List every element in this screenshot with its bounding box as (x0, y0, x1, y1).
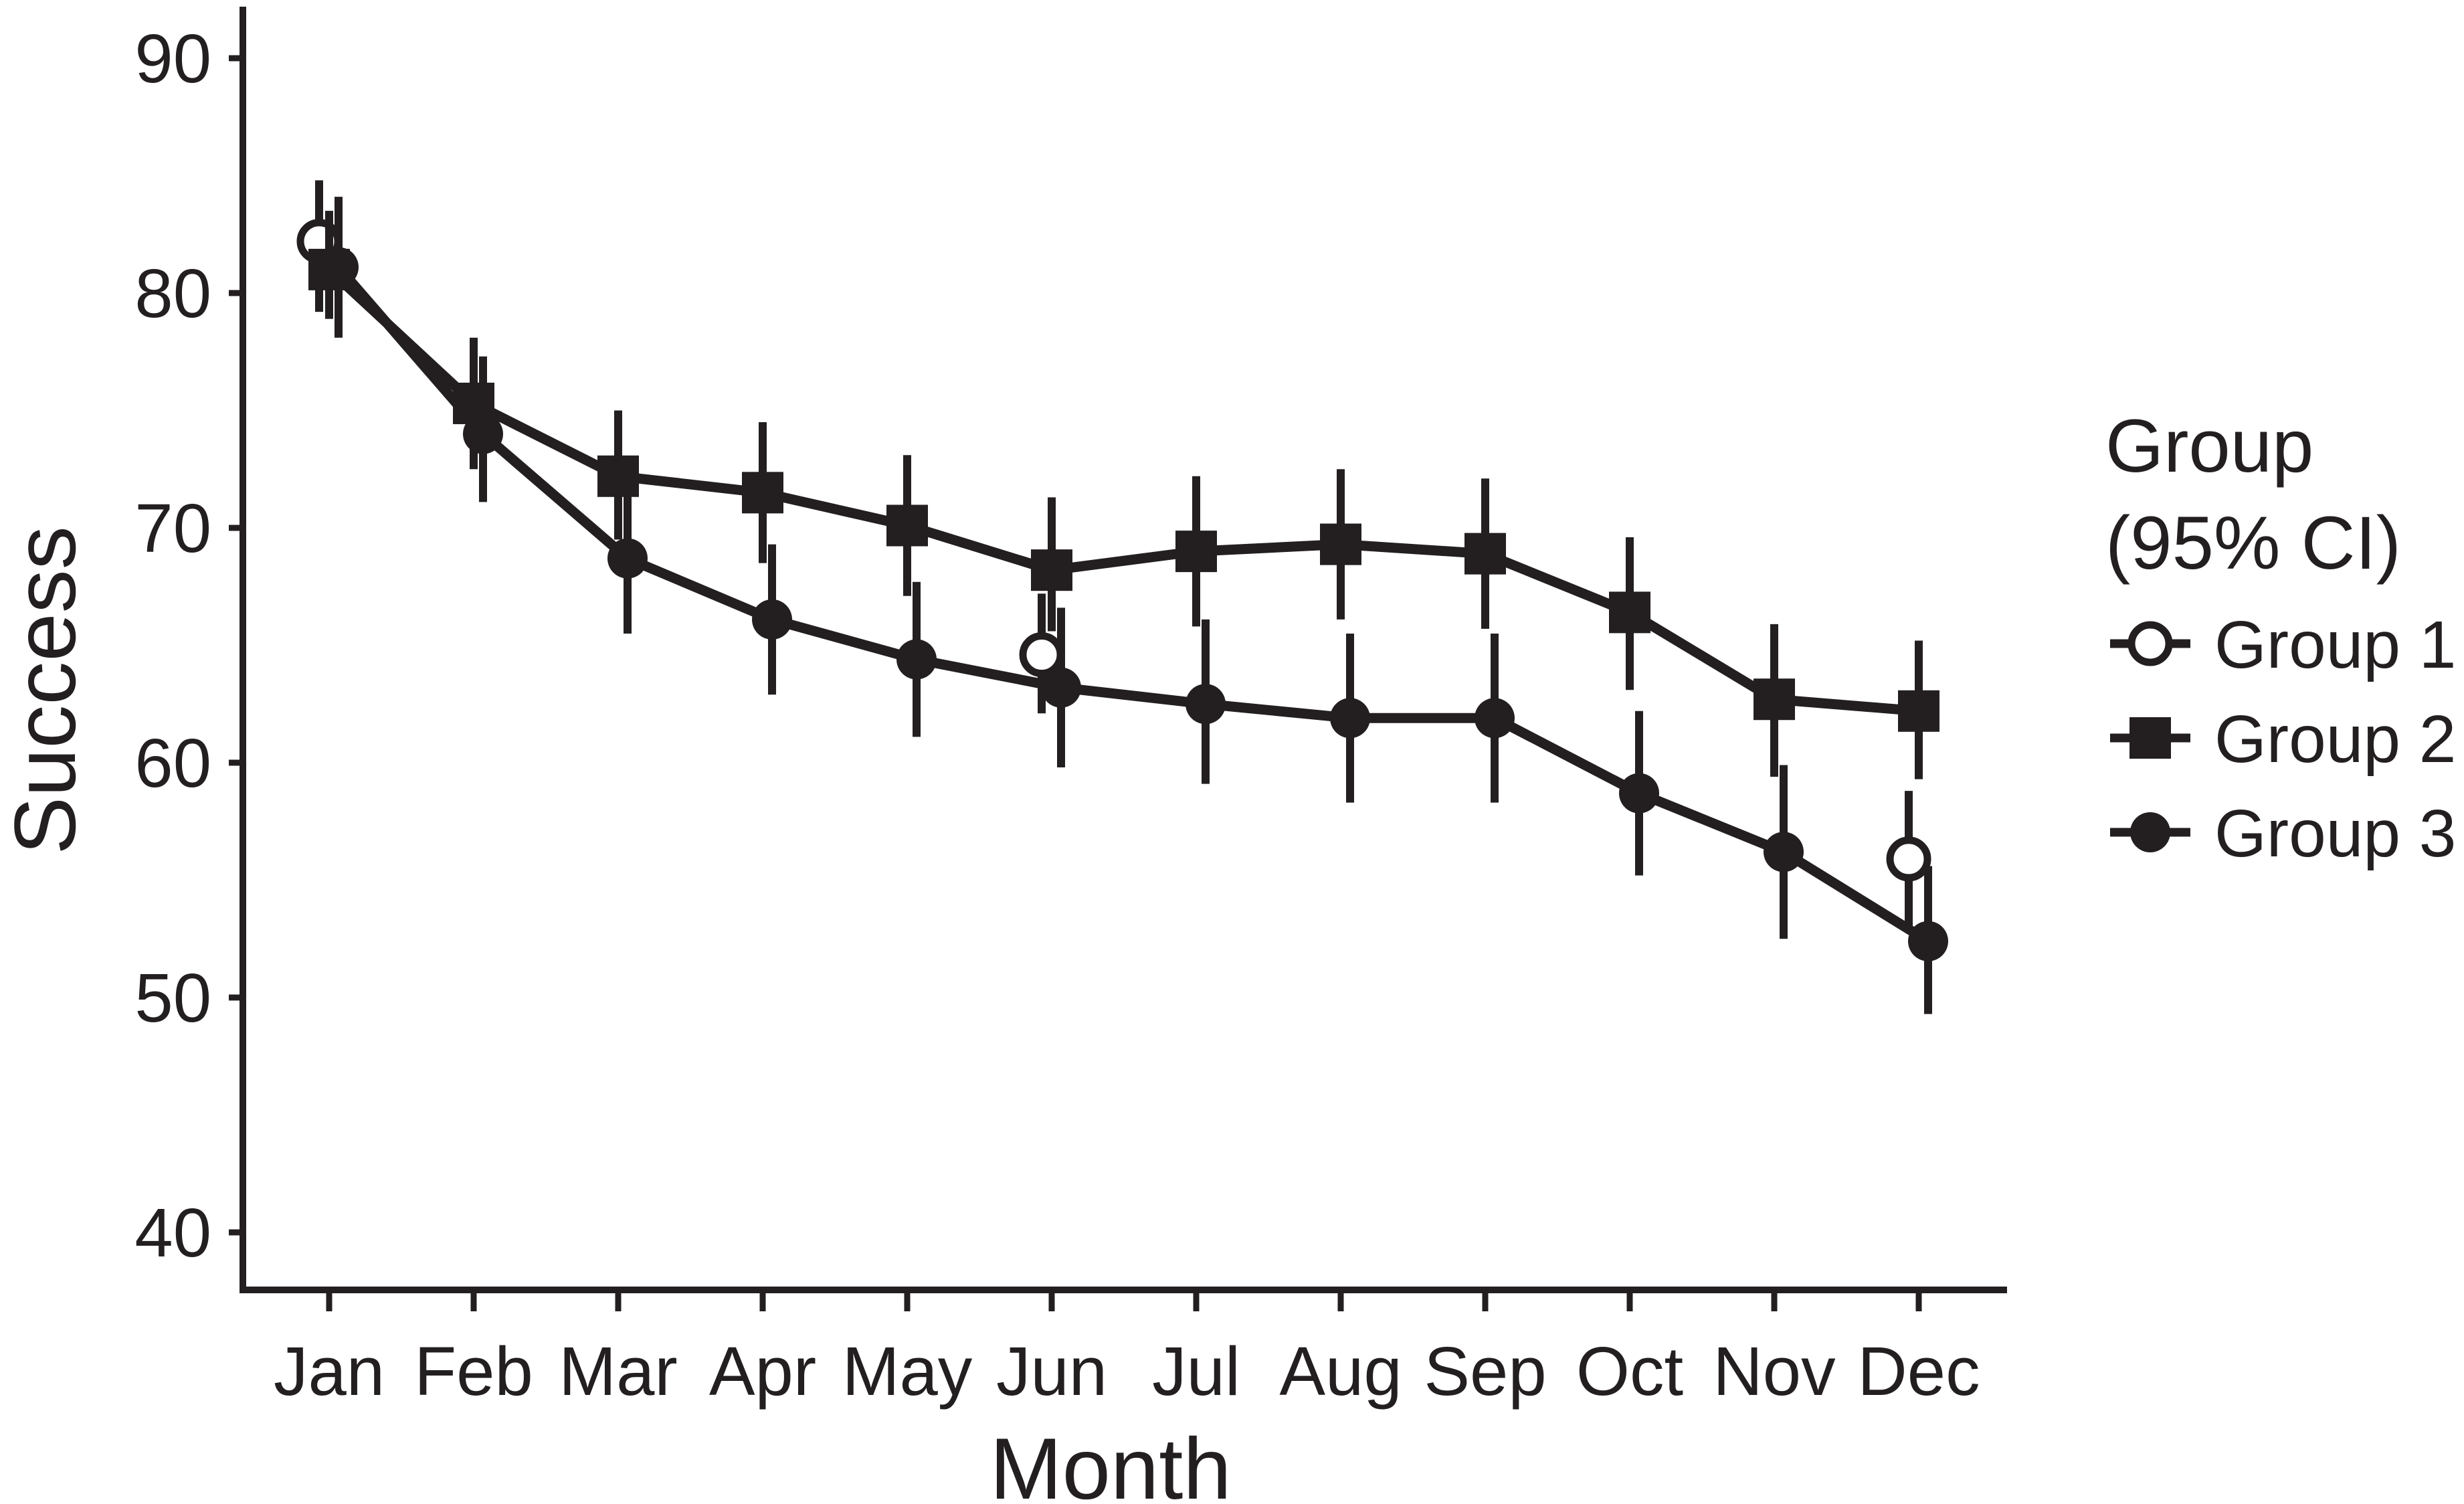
x-tick-label: Feb (414, 1333, 533, 1410)
data-series-layer (296, 180, 1948, 1014)
data-point-marker-circle (1330, 698, 1370, 739)
legend: Group (95% CI) Group 1 Group 2 Group 3 (2105, 404, 2456, 871)
data-point-marker-circle (1764, 832, 1804, 872)
y-tick-label: 60 (134, 725, 211, 802)
data-point-marker-square (742, 472, 783, 514)
data-point-marker-circle (1041, 667, 1081, 708)
x-tick-label: Sep (1424, 1333, 1546, 1410)
data-point-marker-circle (607, 538, 648, 579)
x-tick-label: Apr (709, 1333, 816, 1410)
data-point-marker-open-circle (1019, 632, 1064, 678)
legend-entries: Group 1 Group 2 Group 3 (2110, 607, 2456, 871)
data-point-marker-circle (896, 639, 937, 680)
legend-entry-3: Group 3 (2110, 796, 2456, 871)
legend-title-line2: (95% CI) (2105, 501, 2401, 585)
y-tick-label: 70 (134, 490, 211, 567)
data-point-marker-square (1320, 523, 1361, 565)
data-point-marker-circle (1475, 698, 1515, 739)
y-tick-label: 50 (134, 959, 211, 1036)
data-point-marker-circle (463, 413, 503, 454)
legend-entry-label: Group 2 (2214, 702, 2456, 777)
data-point-marker-circle (752, 599, 792, 640)
x-tick-label: Jan (274, 1333, 385, 1410)
data-point-marker-square (1031, 549, 1072, 591)
data-point-marker-square (1175, 531, 1217, 573)
y-tick-label: 90 (134, 20, 211, 97)
data-point-marker-open-circle (1886, 836, 1931, 882)
y-tick-label: 80 (134, 255, 211, 332)
data-point-marker-circle (1908, 921, 1948, 961)
series-line (325, 266, 1919, 717)
data-point-marker-square (1609, 591, 1650, 634)
data-point-marker-circle (318, 247, 359, 288)
x-tick-label: Dec (1857, 1333, 1980, 1410)
data-point-marker-square (1898, 690, 1939, 732)
data-point-marker-square (597, 455, 639, 497)
data-point-marker-square (886, 504, 928, 547)
y-axis-title: Success (0, 526, 94, 854)
series-line (335, 264, 1931, 946)
x-tick-label: Nov (1713, 1333, 1836, 1410)
legend-entry-label: Group 1 (2214, 607, 2456, 682)
x-axis-title: Month (989, 1420, 1231, 1504)
data-point-marker-square (1464, 533, 1506, 575)
x-tick-label: Mar (559, 1333, 677, 1410)
data-point-marker-circle (1186, 684, 1226, 725)
y-tick-label: 40 (134, 1194, 211, 1271)
x-tick-label: Oct (1576, 1333, 1683, 1410)
axis-ticks-layer: 40 50 60 70 80 90 Jan Feb Mar Apr May Jun Jul Aug Sep O… (134, 20, 1980, 1410)
series-group-2 (308, 211, 1939, 779)
series-group-3 (318, 197, 1948, 1014)
legend-title-line1: Group (2105, 404, 2313, 488)
x-tick-label: Aug (1279, 1333, 1402, 1410)
x-tick-label: Jul (1152, 1333, 1240, 1410)
data-point-marker-circle (2130, 812, 2170, 852)
data-point-marker-open-circle (2127, 621, 2173, 666)
legend-entry-1: Group 1 (2110, 607, 2456, 682)
x-tick-label: Jun (996, 1333, 1107, 1410)
legend-entry-2: Group 2 (2110, 702, 2456, 777)
data-point-marker-circle (1619, 773, 1659, 814)
data-point-marker-square (2129, 717, 2171, 759)
data-point-marker-square (1754, 678, 1795, 721)
x-tick-label: May (842, 1333, 973, 1410)
legend-entry-label: Group 3 (2214, 796, 2456, 871)
